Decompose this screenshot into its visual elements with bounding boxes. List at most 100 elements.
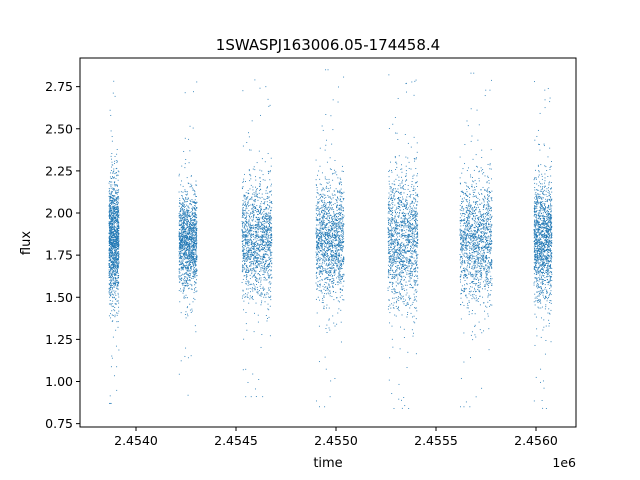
data-point <box>257 196 258 198</box>
data-point <box>316 189 318 191</box>
data-point <box>262 268 264 270</box>
data-point <box>341 264 343 266</box>
data-point <box>108 216 110 217</box>
data-point <box>195 227 196 229</box>
data-point <box>112 235 114 236</box>
data-point <box>183 239 185 241</box>
data-point <box>180 257 182 259</box>
data-point <box>195 233 197 235</box>
data-point <box>248 229 250 231</box>
data-point <box>117 262 118 264</box>
data-point <box>271 257 273 259</box>
data-point <box>181 240 183 242</box>
data-point <box>249 251 250 253</box>
data-point <box>256 224 258 226</box>
data-point <box>342 247 344 249</box>
data-point <box>117 215 119 216</box>
data-point <box>258 236 260 238</box>
data-point <box>192 210 194 212</box>
data-point <box>339 291 341 293</box>
data-point <box>342 198 344 200</box>
data-point <box>255 244 256 245</box>
data-point <box>192 275 194 277</box>
data-point <box>182 292 184 294</box>
data-point <box>178 235 180 237</box>
data-point <box>326 268 328 270</box>
data-point <box>116 209 118 211</box>
data-point <box>188 227 190 229</box>
data-point <box>268 266 269 268</box>
data-point <box>244 228 246 230</box>
data-point <box>315 282 317 284</box>
data-point <box>326 250 328 252</box>
data-point <box>111 153 113 154</box>
data-point <box>113 239 115 241</box>
data-point <box>335 243 337 245</box>
data-point <box>317 214 319 215</box>
data-point <box>110 221 111 222</box>
data-point <box>113 267 115 268</box>
data-point <box>182 233 184 235</box>
data-point <box>316 186 318 188</box>
data-point <box>247 201 249 203</box>
data-point <box>337 257 339 259</box>
data-point <box>258 227 260 229</box>
data-point <box>109 247 110 249</box>
data-point <box>264 253 266 255</box>
data-point <box>334 219 336 221</box>
data-point <box>269 170 271 172</box>
data-point <box>242 271 244 273</box>
data-point <box>266 230 268 232</box>
data-point <box>266 187 268 188</box>
data-point <box>196 207 198 209</box>
data-point <box>269 241 271 243</box>
data-point <box>181 214 183 216</box>
data-point <box>115 258 117 260</box>
data-point <box>264 269 266 271</box>
data-point <box>110 223 112 225</box>
data-point <box>115 230 117 231</box>
data-point <box>338 237 339 239</box>
data-point <box>193 260 195 262</box>
data-point <box>316 259 317 261</box>
data-point <box>187 246 189 248</box>
data-point <box>261 231 263 233</box>
data-point <box>259 265 261 267</box>
data-point <box>251 241 253 243</box>
data-point <box>186 249 188 251</box>
data-point <box>112 245 114 247</box>
data-point <box>116 207 118 209</box>
data-point <box>180 204 182 206</box>
data-point <box>337 312 339 314</box>
data-point <box>108 203 110 205</box>
data-point <box>249 180 251 182</box>
data-point <box>191 251 193 253</box>
data-point <box>323 249 325 251</box>
data-point <box>190 234 192 236</box>
data-point <box>262 231 264 233</box>
data-point <box>189 222 191 223</box>
data-point <box>190 267 192 269</box>
data-point <box>266 320 268 322</box>
data-point <box>321 205 323 207</box>
data-point <box>112 258 114 260</box>
data-point <box>250 184 252 186</box>
data-point <box>109 283 111 285</box>
data-point <box>183 279 184 281</box>
data-point <box>193 274 195 276</box>
data-point <box>116 221 118 223</box>
data-point <box>195 202 197 204</box>
data-point <box>256 281 257 282</box>
data-point <box>118 261 120 263</box>
data-point <box>241 270 243 272</box>
data-point <box>189 150 191 152</box>
data-point <box>331 257 333 258</box>
data-point <box>184 228 186 230</box>
data-point <box>179 257 181 259</box>
data-point <box>331 233 333 235</box>
data-point <box>246 268 247 270</box>
data-point <box>179 202 180 204</box>
data-point <box>244 198 246 200</box>
data-point <box>337 223 339 225</box>
data-point <box>188 243 190 245</box>
